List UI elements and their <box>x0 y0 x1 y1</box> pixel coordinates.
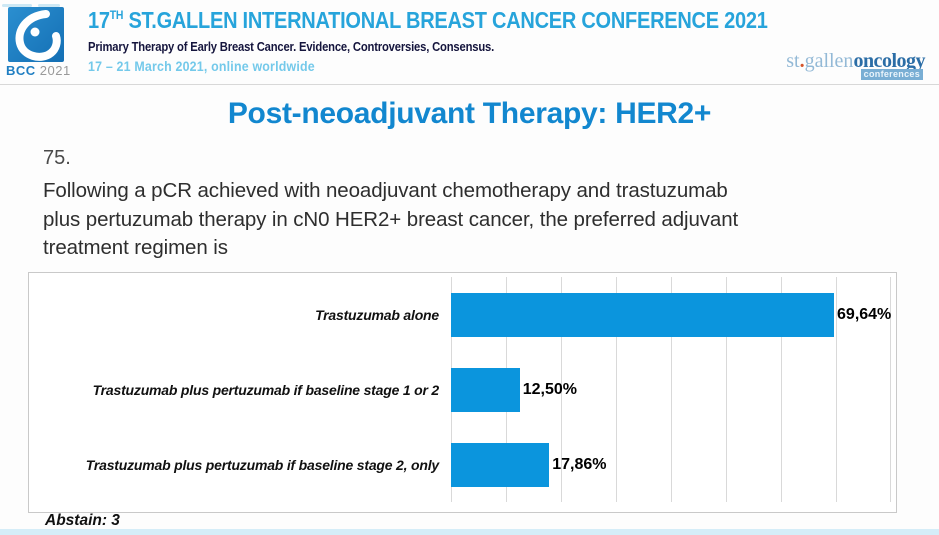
stgallen-wordmark: st.gallen <box>786 50 854 72</box>
question-line: Following a pCR achieved with neoadjuvan… <box>43 179 728 202</box>
breast-swoosh-icon <box>15 10 61 61</box>
bcc-text: BCC <box>6 63 36 78</box>
bar-value-label: 12,50% <box>522 380 578 398</box>
conference-header-text: 17TH ST.GALLEN INTERNATIONAL BREAST CANC… <box>88 7 869 74</box>
conference-title-ordinal: TH <box>109 8 124 22</box>
bcc-logo <box>8 7 64 62</box>
gridline <box>836 277 837 502</box>
conference-dates: 17 – 21 March 2021, online worldwide <box>88 59 315 74</box>
gridline <box>781 277 782 502</box>
conferences-tag: conferences <box>860 69 923 80</box>
poll-results-chart: Trastuzumab alone 69,64% Trastuzumab plus … <box>28 272 897 513</box>
stgallen-oncology-logo: st.gallenoncology conferences <box>786 50 925 80</box>
bar-category-label: Trastuzumab plus pertuzumab if baseline … <box>85 456 439 473</box>
chart-row: Trastuzumab plus pertuzumab if baseline … <box>29 427 896 502</box>
conference-subtitle: Primary Therapy of Early Breast Cancer. … <box>88 40 495 54</box>
bottom-accent-band <box>0 529 939 535</box>
logo-dot: . <box>799 50 805 72</box>
bar-category-label: Trastuzumab alone <box>315 306 439 323</box>
gridline <box>726 277 727 502</box>
bar <box>451 292 835 337</box>
bar-track: 17,86% <box>451 427 891 502</box>
bar-track: 12,50% <box>451 352 891 427</box>
chart-row: Trastuzumab alone 69,64% <box>29 277 896 352</box>
gridline <box>616 277 617 502</box>
chart-rows: Trastuzumab alone 69,64% Trastuzumab plus … <box>29 273 896 512</box>
conference-title-number: 17 <box>88 7 110 33</box>
bar <box>451 367 520 412</box>
slide-title: Post-neoadjuvant Therapy: HER2+ <box>227 97 712 130</box>
oncology-wordmark: oncology <box>853 50 925 72</box>
question-text: Following a pCR achieved with neoadjuvan… <box>43 177 738 263</box>
question-line: treatment regimen is <box>43 236 228 259</box>
gridline <box>671 277 672 502</box>
bar-value-label: 17,86% <box>552 455 607 473</box>
bar <box>451 442 550 487</box>
bar-track: 69,64% <box>451 277 891 352</box>
bcc-year: 2021 <box>39 63 71 78</box>
header-divider <box>0 84 939 85</box>
conference-title-text: ST.GALLEN INTERNATIONAL BREAST CANCER CO… <box>123 7 768 33</box>
video-artifact-dash <box>38 4 60 7</box>
question-line: plus pertuzumab therapy in cN0 HER2+ bre… <box>43 207 739 231</box>
bcc-logo-caption: BCC 2021 <box>6 63 71 78</box>
question-number: 75. <box>43 147 71 169</box>
chart-row: Trastuzumab plus pertuzumab if baseline … <box>29 352 896 427</box>
abstain-note: Abstain: 3 <box>45 512 120 529</box>
video-artifact-dash <box>2 4 32 7</box>
gridline <box>890 277 891 502</box>
gridline <box>561 277 562 502</box>
conference-title: 17TH ST.GALLEN INTERNATIONAL BREAST CANC… <box>88 7 768 34</box>
bar-value-label: 69,64% <box>837 305 892 323</box>
bar-category-label: Trastuzumab plus pertuzumab if baseline … <box>92 381 440 398</box>
